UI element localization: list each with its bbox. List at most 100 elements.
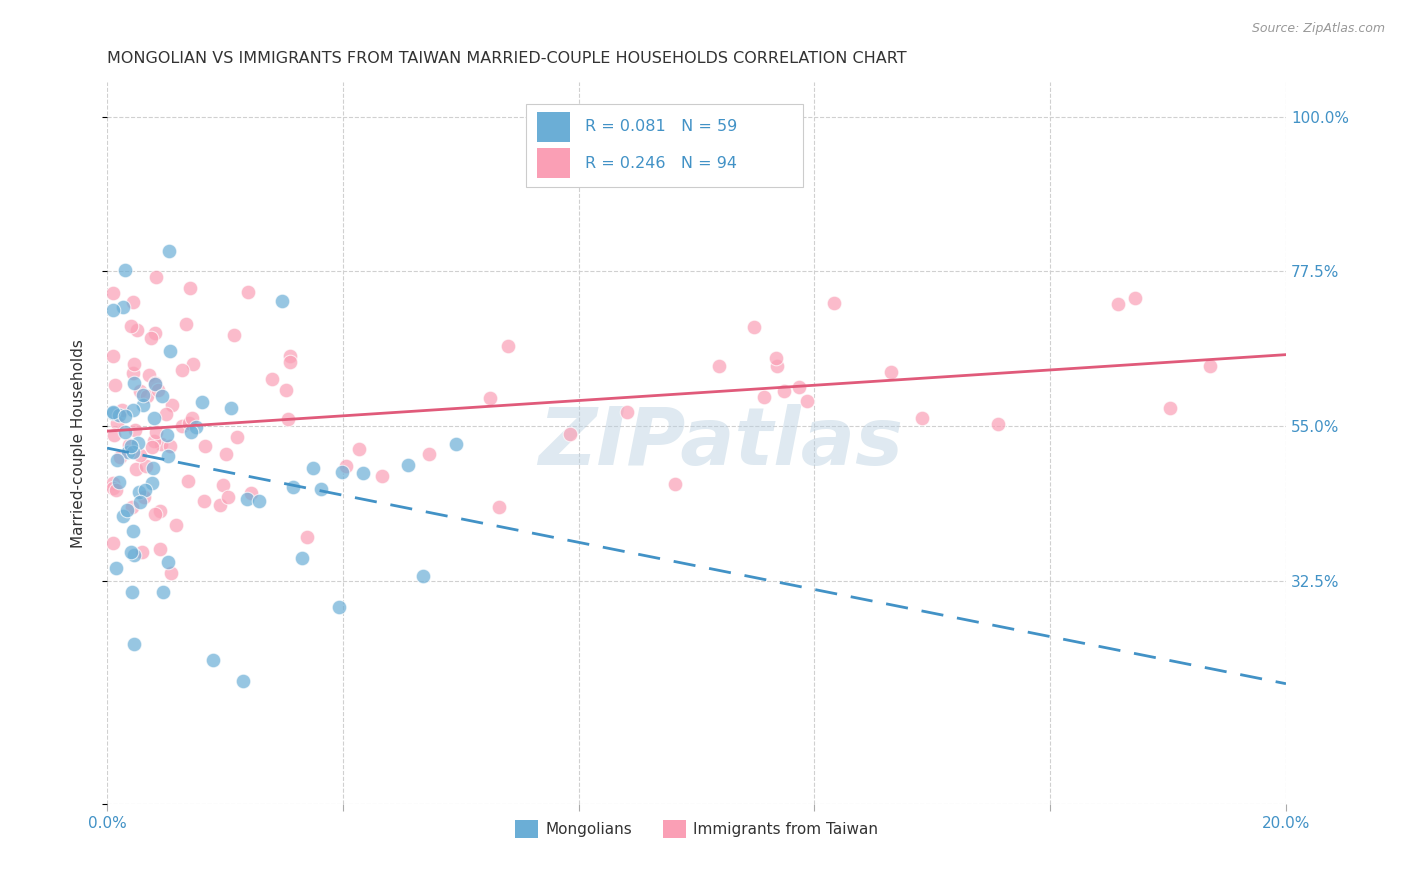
Point [120,319,142,334]
Point [120,439,142,453]
Point [291,550,314,565]
Point [159,566,181,580]
Point [143,507,166,521]
Y-axis label: Married-couple Households: Married-couple Households [72,339,86,548]
Point [115,502,138,516]
Point [127,436,149,450]
Point [796,394,818,409]
Point [156,428,179,442]
Point [280,349,302,363]
Point [174,318,197,332]
Point [239,486,262,500]
Point [478,391,501,405]
Point [110,450,132,465]
Point [496,339,519,353]
Point [180,425,202,439]
Point [418,447,440,461]
Point [172,418,194,433]
Point [139,331,162,345]
Point [181,358,204,372]
FancyBboxPatch shape [526,103,803,186]
Point [911,410,934,425]
Point [276,383,298,397]
Point [114,263,136,277]
Point [707,359,730,374]
Point [114,425,136,439]
Point [201,653,224,667]
Point [101,405,124,419]
Point [191,394,214,409]
Point [114,409,136,424]
Text: MONGOLIAN VS IMMIGRANTS FROM TAIWAN MARRIED-COUPLE HOUSEHOLDS CORRELATION CHART: MONGOLIAN VS IMMIGRANTS FROM TAIWAN MARR… [107,51,907,66]
Point [124,424,146,438]
Point [143,326,166,340]
Point [823,296,845,310]
Point [335,459,357,474]
Point [101,302,124,317]
Point [105,453,128,467]
Point [277,412,299,426]
Text: R = 0.246   N = 94: R = 0.246 N = 94 [585,155,737,170]
Point [152,584,174,599]
Point [108,409,131,423]
Point [101,286,124,301]
Point [143,434,166,449]
Point [111,403,134,417]
Point [212,478,235,492]
Point [145,425,167,439]
Point [117,444,139,458]
Point [156,450,179,464]
Point [118,438,141,452]
Point [754,390,776,404]
Text: ZIPatlas: ZIPatlas [537,404,903,483]
Point [232,673,254,688]
Point [124,548,146,562]
Point [1107,297,1129,311]
Point [159,344,181,359]
Point [302,460,325,475]
Point [742,320,765,334]
Point [105,560,128,574]
Point [193,494,215,508]
Point [765,359,787,373]
Point [155,407,177,421]
Point [122,376,145,391]
Point [122,357,145,371]
Point [347,442,370,456]
Point [219,401,242,415]
Point [236,285,259,299]
Point [125,323,148,337]
Point [128,448,150,462]
Point [177,417,200,431]
Point [150,389,173,403]
Point [143,377,166,392]
Point [987,417,1010,431]
Point [214,447,236,461]
Bar [537,148,571,178]
Point [446,437,468,451]
Point [217,491,239,505]
Point [1123,291,1146,305]
Point [271,294,294,309]
Point [105,483,128,497]
Point [129,495,152,509]
Point [180,411,202,425]
Point [136,389,159,403]
Point [134,491,156,505]
Point [352,466,374,480]
Point [396,458,419,473]
Point [120,545,142,559]
Point [105,416,128,430]
Point [260,372,283,386]
Point [488,500,510,514]
Point [141,440,163,454]
Point [132,398,155,412]
Point [101,536,124,550]
Point [121,295,143,310]
Point [112,301,135,315]
Bar [537,112,571,142]
Point [104,377,127,392]
Point [101,406,124,420]
Point [101,475,124,490]
Point [328,599,350,614]
